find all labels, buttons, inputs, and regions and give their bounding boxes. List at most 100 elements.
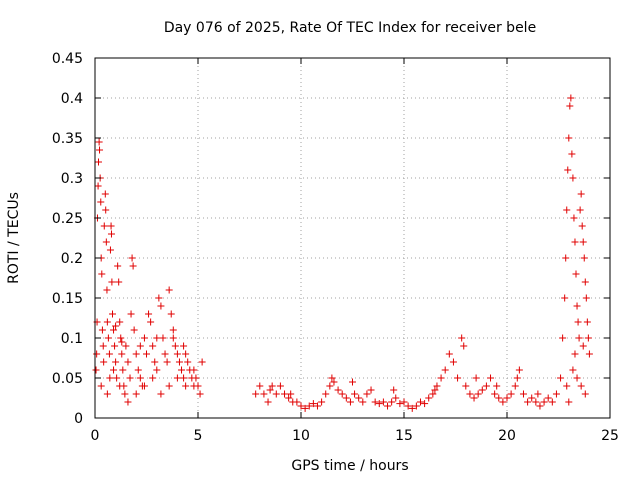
data-point	[524, 398, 532, 406]
y-tick-label: 0.4	[61, 91, 83, 107]
data-point	[478, 386, 486, 394]
data-point	[180, 342, 188, 350]
data-point	[111, 342, 119, 350]
y-tick-label: 0.35	[52, 131, 83, 147]
data-point	[431, 386, 439, 394]
data-point	[136, 342, 144, 350]
x-tick-label: 15	[395, 428, 413, 444]
data-point	[153, 366, 161, 374]
data-point	[519, 390, 527, 398]
data-point	[105, 350, 113, 358]
grid	[95, 58, 610, 418]
data-point	[503, 394, 511, 402]
data-point	[458, 334, 466, 342]
data-point	[198, 358, 206, 366]
data-point	[568, 150, 576, 158]
data-point	[421, 400, 429, 408]
data-point	[95, 158, 103, 166]
data-point	[101, 190, 109, 198]
y-ticks: 0 0.05 0.1 0.15 0.2 0.25 0.3 0.35 0.4 0.45	[52, 51, 610, 427]
data-point	[371, 398, 379, 406]
x-axis-label: GPS time / hours	[291, 458, 408, 474]
y-axis-label: ROTI / TECUs	[6, 192, 22, 284]
y-tick-label: 0.45	[52, 51, 83, 67]
data-point	[106, 374, 114, 382]
data-point	[129, 262, 137, 270]
data-point	[462, 382, 470, 390]
x-tick-label: 25	[601, 428, 619, 444]
data-point	[563, 382, 571, 390]
data-point	[566, 102, 574, 110]
data-point	[577, 382, 585, 390]
data-point	[92, 366, 100, 374]
data-point	[194, 382, 202, 390]
data-point	[513, 374, 521, 382]
data-point	[108, 278, 116, 286]
data-point	[388, 398, 396, 406]
data-point	[564, 166, 572, 174]
data-point	[472, 374, 480, 382]
data-point	[573, 302, 581, 310]
data-point	[585, 350, 593, 358]
data-point	[116, 382, 124, 390]
data-point	[408, 404, 416, 412]
data-point	[412, 402, 420, 410]
data-point	[579, 342, 587, 350]
data-point	[540, 398, 548, 406]
data-point	[511, 382, 519, 390]
data-point	[567, 94, 575, 102]
data-point	[163, 358, 171, 366]
data-point	[107, 230, 115, 238]
data-point	[552, 390, 560, 398]
data-point	[495, 394, 503, 402]
data-point	[482, 382, 490, 390]
data-point	[276, 382, 284, 390]
data-point	[173, 350, 181, 358]
data-point	[117, 334, 125, 342]
data-point	[104, 334, 112, 342]
data-point	[493, 382, 501, 390]
data-point	[169, 326, 177, 334]
data-point	[305, 402, 313, 410]
x-tick-label: 5	[194, 428, 203, 444]
data-point	[196, 390, 204, 398]
data-point	[147, 318, 155, 326]
x-ticks: 0 5 10 15 20 25	[91, 58, 619, 444]
scatter-points	[92, 94, 593, 412]
data-point	[569, 366, 577, 374]
data-point	[165, 286, 173, 294]
data-point	[178, 366, 186, 374]
data-point	[491, 390, 499, 398]
data-point	[578, 222, 586, 230]
data-point	[342, 394, 350, 402]
data-point	[346, 398, 354, 406]
data-point	[167, 310, 175, 318]
data-point	[572, 270, 580, 278]
data-point	[375, 400, 383, 408]
data-point	[433, 382, 441, 390]
data-point	[548, 398, 556, 406]
data-point	[110, 366, 118, 374]
data-point	[157, 390, 165, 398]
data-point	[116, 318, 124, 326]
data-point	[93, 350, 101, 358]
data-point	[454, 374, 462, 382]
data-point	[110, 326, 118, 334]
data-point	[534, 390, 542, 398]
data-point	[112, 322, 120, 330]
data-point	[122, 342, 130, 350]
data-point	[112, 358, 120, 366]
y-tick-label: 0.15	[52, 291, 83, 307]
data-point	[119, 366, 127, 374]
data-point	[416, 398, 424, 406]
data-point	[95, 138, 103, 146]
data-point	[96, 146, 104, 154]
data-point	[161, 350, 169, 358]
data-point	[190, 366, 198, 374]
data-point	[326, 382, 334, 390]
data-point	[157, 302, 165, 310]
data-point	[297, 402, 305, 410]
x-tick-label: 0	[91, 428, 100, 444]
data-point	[268, 382, 276, 390]
